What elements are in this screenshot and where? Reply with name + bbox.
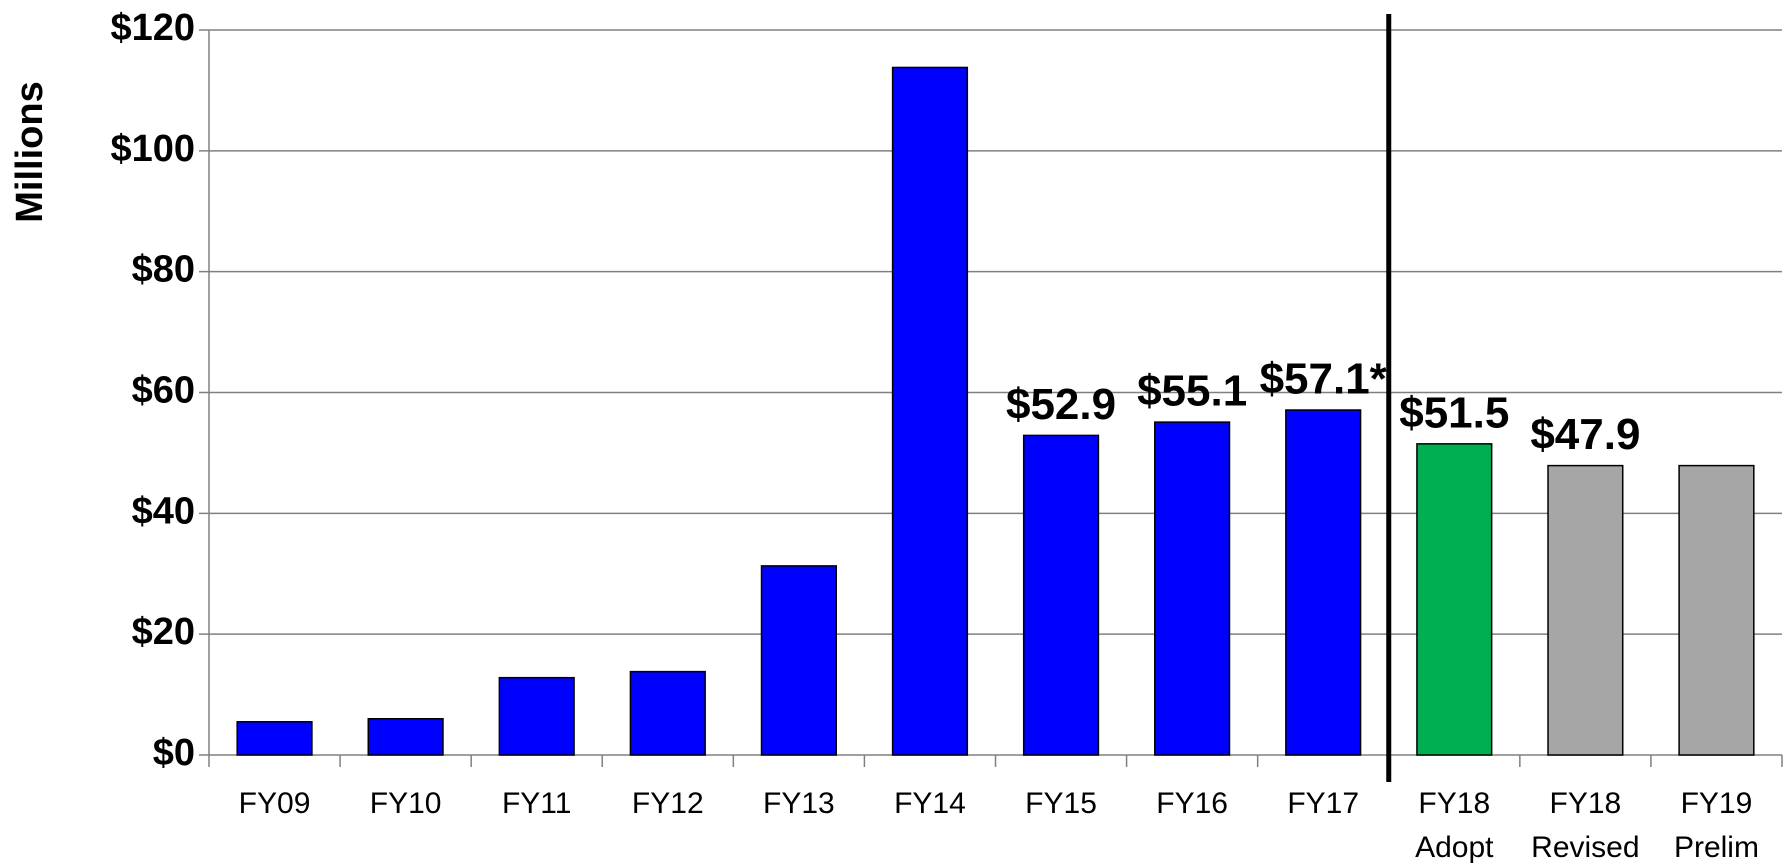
value-label: $57.1* [1260, 355, 1388, 404]
value-label: $52.9 [1006, 380, 1116, 429]
value-label: $47.9 [1530, 410, 1640, 459]
x-tick-label: FY11 [502, 787, 571, 820]
x-tick-label: FY10 [370, 787, 442, 820]
bar [1416, 443, 1493, 756]
bar [629, 670, 706, 756]
x-tick-label: FY09 [239, 787, 311, 820]
x-tick-label: FY16 [1156, 787, 1228, 820]
x-tick-label: FY18 [1418, 787, 1490, 820]
bar [367, 718, 444, 756]
bar [1285, 409, 1362, 756]
y-tick-label: $80 [132, 249, 195, 291]
value-label: $55.1 [1137, 367, 1247, 416]
bar [891, 66, 969, 756]
x-tick-label: FY14 [894, 787, 966, 820]
x-tick-label: Prelim [1674, 831, 1759, 864]
x-tick-label: Adopt [1415, 831, 1494, 864]
y-tick-label: $100 [110, 128, 195, 170]
x-tick-label: FY18 [1550, 787, 1622, 820]
x-tick-label: Revised [1531, 831, 1639, 864]
y-tick-label: $60 [132, 370, 195, 412]
y-tick-label: $20 [132, 611, 195, 653]
value-label: $51.5 [1399, 388, 1509, 437]
bar [498, 676, 575, 756]
bar [760, 565, 837, 756]
bar [1678, 464, 1755, 756]
x-tick-label: FY15 [1025, 787, 1097, 820]
bar [1547, 464, 1624, 756]
x-tick-label: FY12 [632, 787, 704, 820]
y-axis-label: Millions [9, 81, 51, 222]
x-tick-label: FY17 [1287, 787, 1359, 820]
x-tick-label: FY13 [763, 787, 835, 820]
y-tick-label: $120 [110, 7, 195, 49]
y-tick-label: $0 [153, 732, 195, 774]
bar [1154, 421, 1231, 756]
bar [1022, 434, 1100, 756]
y-tick-label: $40 [132, 490, 195, 532]
bar [236, 721, 313, 756]
x-tick-label: FY19 [1681, 787, 1753, 820]
